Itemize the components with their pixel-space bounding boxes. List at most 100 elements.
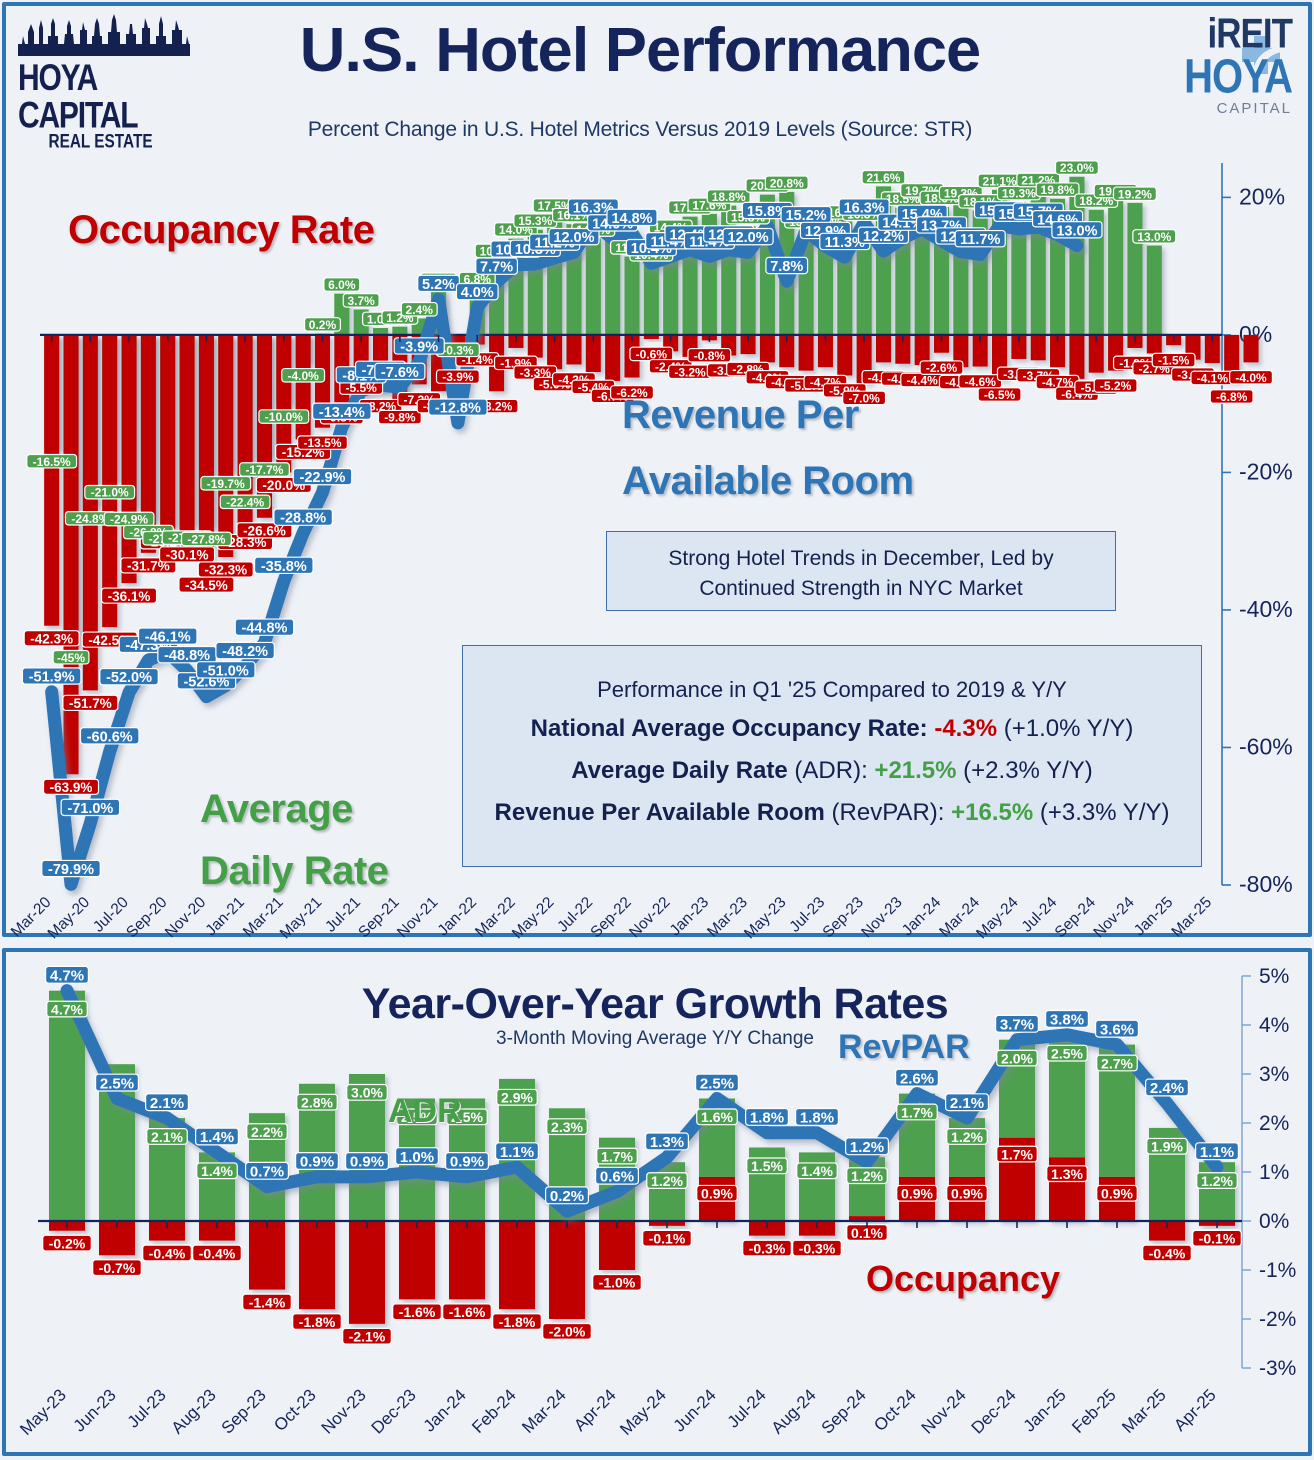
svg-text:13.0%: 13.0% — [1056, 223, 1097, 239]
yoy-occupancy-data-label: -0.3% — [742, 1239, 792, 1257]
svg-text:2.7%: 2.7% — [1101, 1055, 1133, 1071]
revpar-data-label: 5.2% — [417, 274, 460, 293]
svg-text:0.9%: 0.9% — [901, 1186, 933, 1202]
xtick-label-top: Nov-23 — [858, 894, 905, 941]
svg-text:3.6%: 3.6% — [1100, 1021, 1134, 1038]
xtick-label-bottom: Nov-24 — [918, 1385, 970, 1437]
svg-text:-4.4%: -4.4% — [906, 374, 938, 388]
revpar-data-label: -28.8% — [273, 508, 333, 527]
svg-text:0.9%: 0.9% — [951, 1186, 983, 1202]
svg-text:0.6%: 0.6% — [600, 1168, 634, 1185]
xtick-label-bottom: Jul-24 — [724, 1385, 770, 1431]
xtick-label-bottom: Jan-25 — [1020, 1385, 1070, 1435]
svg-text:-0.4%: -0.4% — [199, 1245, 236, 1261]
ytick-label-bottom: 1% — [1259, 1161, 1289, 1184]
xtick-label-bottom: Aug-23 — [168, 1385, 220, 1437]
svg-text:-51.9%: -51.9% — [29, 670, 75, 686]
svg-text:-13.4%: -13.4% — [319, 405, 365, 421]
yoy-revpar-data-label: 0.2% — [544, 1186, 589, 1205]
svg-text:2.5%: 2.5% — [1051, 1045, 1083, 1061]
svg-text:21.1%: 21.1% — [983, 174, 1017, 188]
svg-text:0.9%: 0.9% — [350, 1154, 384, 1171]
yoy-adr-data-label: 1.5% — [746, 1157, 788, 1175]
svg-text:-2.1%: -2.1% — [349, 1329, 386, 1345]
revpar-data-label: 12.0% — [548, 227, 600, 246]
revpar-data-label: 11.7% — [954, 229, 1006, 248]
xtick-label-top: Sep-23 — [820, 894, 867, 941]
callout-summary-box: Strong Hotel Trends in December, Led by … — [606, 531, 1116, 611]
yoy-adr-data-label: 2.7% — [1096, 1054, 1138, 1072]
occupancy-data-label: -30.1% — [158, 546, 216, 563]
svg-text:1.2%: 1.2% — [850, 1139, 884, 1156]
yoy-occupancy-data-label: 0.9% — [696, 1184, 738, 1202]
yoy-occupancy-data-label: 1.3% — [1046, 1165, 1088, 1183]
svg-text:1.6%: 1.6% — [701, 1109, 733, 1125]
svg-text:-4.0%: -4.0% — [287, 369, 319, 383]
row-occupancy-yoy: (+1.0% Y/Y) — [1003, 715, 1134, 742]
svg-text:-71.0%: -71.0% — [67, 801, 113, 817]
yoy-occupancy-data-label: -0.7% — [92, 1259, 142, 1277]
yoy-revpar-data-label: 2.5% — [694, 1073, 739, 1092]
yoy-occupancy-data-label: 1.7% — [996, 1145, 1038, 1163]
adr-data-label: -16.5% — [26, 453, 78, 469]
yoy-occupancy-label: Occupancy — [866, 1258, 1061, 1299]
ytick-label-top: -80% — [1239, 871, 1293, 897]
yoy-revpar-data-label: 2.6% — [894, 1068, 939, 1087]
svg-text:-32.3%: -32.3% — [204, 563, 247, 578]
svg-text:12.2%: 12.2% — [863, 229, 904, 245]
svg-text:11.3%: 11.3% — [825, 235, 865, 251]
svg-text:-52.0%: -52.0% — [106, 670, 152, 686]
svg-text:-4.7%: -4.7% — [1042, 376, 1074, 390]
svg-text:-13.5%: -13.5% — [303, 436, 341, 450]
occupancy-data-label: -6.2% — [609, 385, 654, 400]
yoy-occupancy-data-label: -2.0% — [542, 1322, 592, 1340]
adr-data-label: 21.1% — [977, 173, 1022, 188]
xtick-label-top: Jan-24 — [899, 894, 945, 940]
xtick-label-bottom: May-23 — [16, 1385, 70, 1439]
yoy-revpar-data-label: 1.1% — [495, 1142, 540, 1161]
skyline-icon — [18, 14, 190, 56]
yoy-revpar-label: RevPAR — [838, 1028, 970, 1066]
yoy-revpar-line — [60, 984, 1224, 1218]
svg-text:15.8%: 15.8% — [747, 204, 788, 220]
yoy-adr-data-label: 2.8% — [296, 1093, 338, 1111]
adr-data-label: 19.2% — [1112, 186, 1157, 201]
svg-text:15.3%: 15.3% — [518, 214, 552, 228]
yoy-occupancy-data-label: 0.9% — [946, 1184, 988, 1202]
occupancy-data-label: -34.5% — [178, 576, 235, 593]
svg-text:2.1%: 2.1% — [950, 1095, 984, 1112]
svg-text:0.9%: 0.9% — [1101, 1186, 1133, 1202]
svg-text:1.5%: 1.5% — [751, 1158, 783, 1174]
hotel-performance-chart: 20% 0% -20% -40% -60% -80% -42.3% -63.9% -51.7% -… — [8, 145, 1293, 942]
ireit-hoya-logo: iREIT HOYA CAPITAL — [1112, 13, 1293, 132]
yoy-revpar-data-label: 1.2% — [844, 1137, 889, 1156]
yoy-occupancy-data-label: -0.3% — [792, 1239, 842, 1257]
yoy-revpar-data-label: 0.7% — [245, 1161, 290, 1181]
revpar-data-label: 16.3% — [838, 198, 890, 217]
xtick-label-top: Nov-21 — [394, 894, 441, 941]
xtick-label-bottom: Oct-23 — [270, 1385, 320, 1435]
svg-text:-2.6%: -2.6% — [926, 361, 958, 375]
svg-text:-60.6%: -60.6% — [87, 729, 133, 745]
svg-text:21.6%: 21.6% — [866, 171, 900, 185]
xtick-label-top: Jan-22 — [435, 894, 481, 940]
svg-text:1.7%: 1.7% — [901, 1104, 933, 1120]
page-subtitle: Percent Change in U.S. Hotel Metrics Ver… — [307, 118, 973, 141]
occupancy-data-label: -7.0% — [842, 390, 887, 405]
svg-text:-35.8%: -35.8% — [261, 559, 307, 575]
callout1-line1: Strong Hotel Trends in December, Led by — [668, 547, 1054, 570]
svg-text:2.5%: 2.5% — [451, 1109, 483, 1125]
svg-text:-21.0%: -21.0% — [91, 486, 129, 500]
yoy-adr-data-label: 1.9% — [1146, 1137, 1188, 1155]
svg-text:1.4%: 1.4% — [200, 1129, 234, 1146]
callout1-line2: Continued Strength in NYC Market — [699, 577, 1023, 600]
yoy-adr-data-label: 2.3% — [546, 1118, 588, 1136]
svg-text:-1.8%: -1.8% — [299, 1314, 336, 1330]
svg-text:2.3%: 2.3% — [551, 1119, 583, 1135]
svg-text:-28.8%: -28.8% — [280, 511, 326, 527]
xtick-label-bottom: Feb-24 — [468, 1385, 520, 1437]
xtick-label-bottom: Jan-24 — [420, 1385, 470, 1435]
svg-text:12.0%: 12.0% — [728, 230, 769, 246]
svg-text:2.4%: 2.4% — [406, 303, 434, 317]
occupancy-data-label: -1.5% — [1151, 352, 1196, 368]
